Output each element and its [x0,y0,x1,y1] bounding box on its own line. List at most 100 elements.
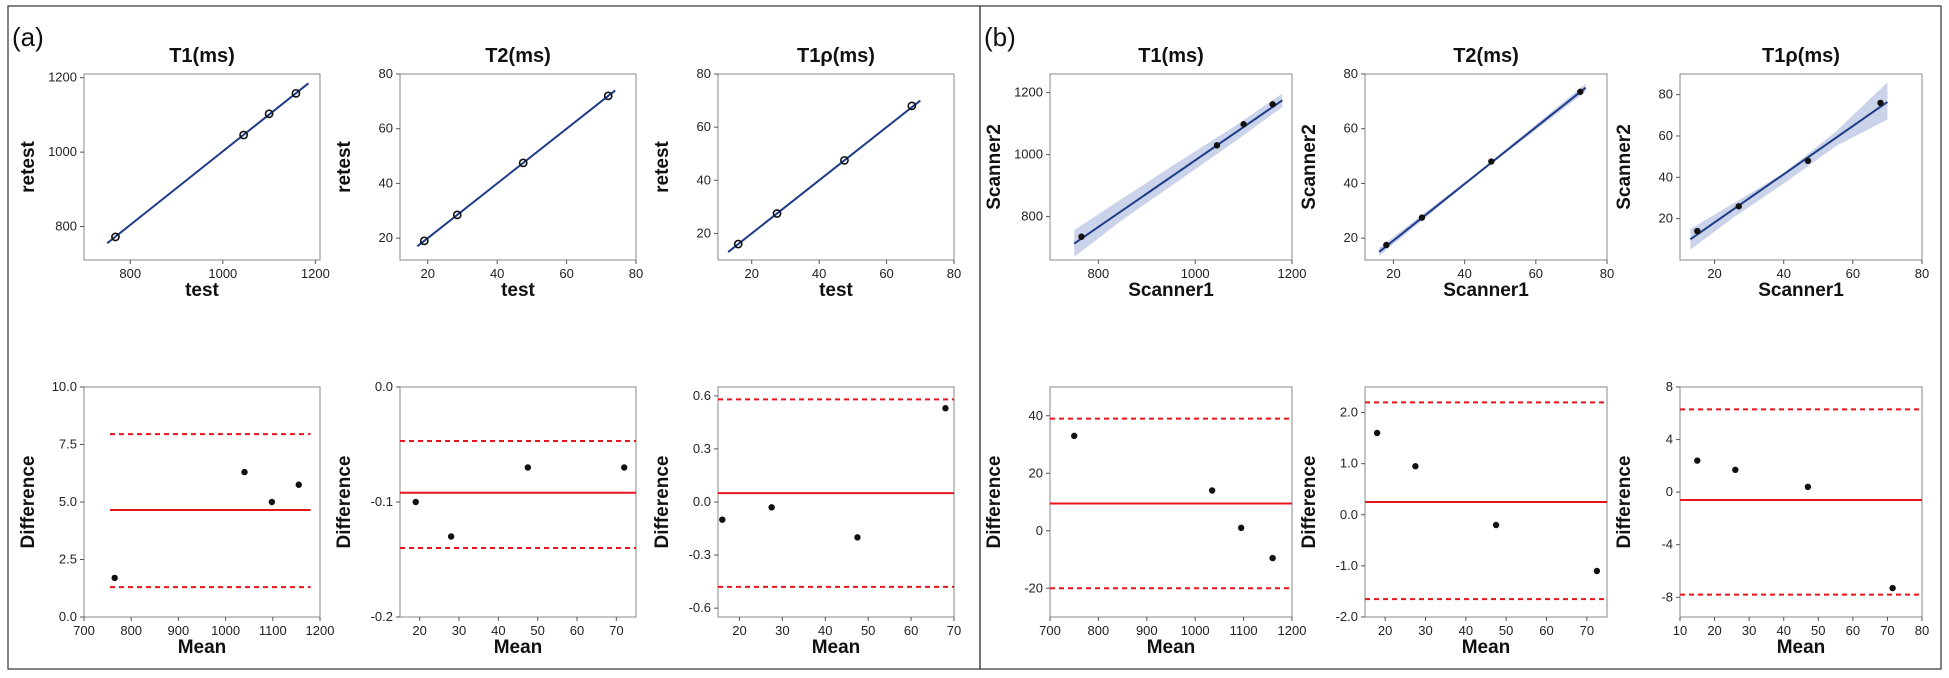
y-tick-label: 20 [1344,230,1358,245]
x-axis-title: Scanner1 [1443,280,1529,301]
plot-a2: T2(ms) 20 40 60 80 20 40 60 80 test retest [334,45,643,301]
plot-title: T1ρ(ms) [1762,45,1840,67]
data-point [295,481,302,488]
x-tick-label: 60 [879,266,893,281]
y-tick-label: 0.0 [1340,507,1358,522]
x-axis-title: Mean [494,637,543,658]
y-tick-label: -0.3 [689,547,711,562]
data-point [1237,524,1245,532]
x-tick-label: 50 [1499,623,1513,638]
x-tick-label: 700 [73,623,95,638]
x-axis-title: Scanner1 [1128,280,1214,301]
data-point [942,405,949,412]
plot-title: T2(ms) [1453,45,1519,67]
data-point [1877,99,1884,107]
data-point [1071,432,1078,440]
plot-b5: 20 30 40 50 60 70 -2.0 -1.0 0.0 1.0 2.0 Mean Differe… [1299,386,1608,658]
x-tick-label: 20 [1707,623,1721,638]
x-tick-label: 1200 [306,623,335,638]
y-tick-label: -2.0 [1336,609,1358,624]
x-tick-label: 20 [744,266,758,281]
data-point [1593,567,1601,575]
x-tick-label: 20 [1707,266,1721,281]
data-point [772,209,782,218]
data-point [1804,483,1812,491]
x-tick-label: 50 [1811,623,1825,638]
x-tick-label: 40 [1776,623,1790,638]
y-axis-title: Scanner2 [1614,124,1635,210]
y-tick-label: 1000 [1014,147,1043,162]
x-tick-label: 1100 [259,623,287,638]
x-tick-label: 60 [570,623,584,638]
data-point [1240,121,1247,128]
data-point [1383,241,1390,249]
x-tick-label: 30 [452,623,466,638]
y-axis-title: Difference [18,456,39,549]
plot-b4: 700 800 900 1000 1100 1200 -20 0 20 40 Mean Differe… [984,386,1307,658]
y-tick-label: 0 [1036,523,1043,538]
x-tick-label: 1200 [1278,623,1307,638]
data-point [907,101,917,111]
y-tick-label: 0 [1666,484,1673,499]
data-point [1269,101,1276,108]
x-tick-label: 80 [629,266,643,281]
x-axis-title: Mean [1147,637,1196,658]
x-tick-label: 1200 [1278,266,1307,281]
x-tick-label: 40 [1459,623,1473,638]
x-tick-label: 20 [1386,266,1400,281]
y-tick-label: 40 [1344,175,1358,190]
plot-b3: T1ρ(ms) 20 40 60 80 20 40 60 80 Scanner1 Scanner2 [1614,45,1929,301]
data-point [1735,203,1742,210]
data-point [524,464,532,471]
x-tick-label: 30 [1418,623,1432,638]
x-tick-label: 80 [1600,266,1614,281]
y-tick-label: 1000 [48,144,77,159]
x-tick-label: 20 [732,623,746,638]
y-tick-label: 2.0 [1340,405,1358,420]
x-tick-label: 60 [1846,623,1860,638]
y-tick-label: 20 [1029,465,1043,480]
y-tick-label: 20 [1659,211,1673,226]
panel-b-label: (b) [984,22,1016,52]
plot-frame [83,73,321,261]
plot-a4: 700 800 900 1000 1100 1200 0.0 2.5 5.0 7.5 10.0 Mea… [18,379,334,658]
plot-frame [83,386,321,618]
data-point [1373,429,1381,437]
regression-line [1689,101,1889,241]
y-tick-label: -20 [1024,580,1043,595]
plot-frame [717,386,955,618]
x-tick-label: 80 [947,266,961,281]
y-axis-title: Difference [1299,456,1320,549]
x-axis-title: Scanner1 [1758,280,1844,301]
panel-a-label: (a) [12,22,44,52]
regression-line [106,82,310,245]
x-tick-label: 60 [559,266,573,281]
x-tick-label: 800 [1088,266,1110,281]
x-tick-label: 30 [775,623,789,638]
data-point [447,533,455,540]
x-tick-label: 40 [812,266,826,281]
x-tick-label: 60 [1539,623,1553,638]
x-tick-label: 40 [1776,266,1790,281]
data-point [1269,554,1276,562]
x-tick-label: 900 [168,623,190,638]
y-tick-label: 2.5 [59,552,77,567]
plot-frame [399,73,637,261]
x-tick-label: 800 [120,623,142,638]
y-tick-label: 800 [55,219,77,234]
y-tick-label: 80 [697,66,711,81]
x-tick-label: 70 [1880,623,1894,638]
y-tick-label: 40 [697,172,711,187]
x-tick-label: 20 [421,266,435,281]
y-axis-title: Scanner2 [1299,124,1320,210]
y-axis-title: Difference [1614,456,1635,549]
y-tick-label: 40 [379,175,393,190]
plot-title: T2(ms) [485,45,551,67]
plot-frame [1049,73,1293,261]
y-tick-label: 0.6 [693,388,711,403]
y-tick-label: 20 [697,225,711,240]
x-tick-label: 60 [904,623,918,638]
x-tick-label: 800 [119,266,141,281]
panel-a-frame [7,5,981,670]
x-axis-title: Mean [1462,637,1511,658]
